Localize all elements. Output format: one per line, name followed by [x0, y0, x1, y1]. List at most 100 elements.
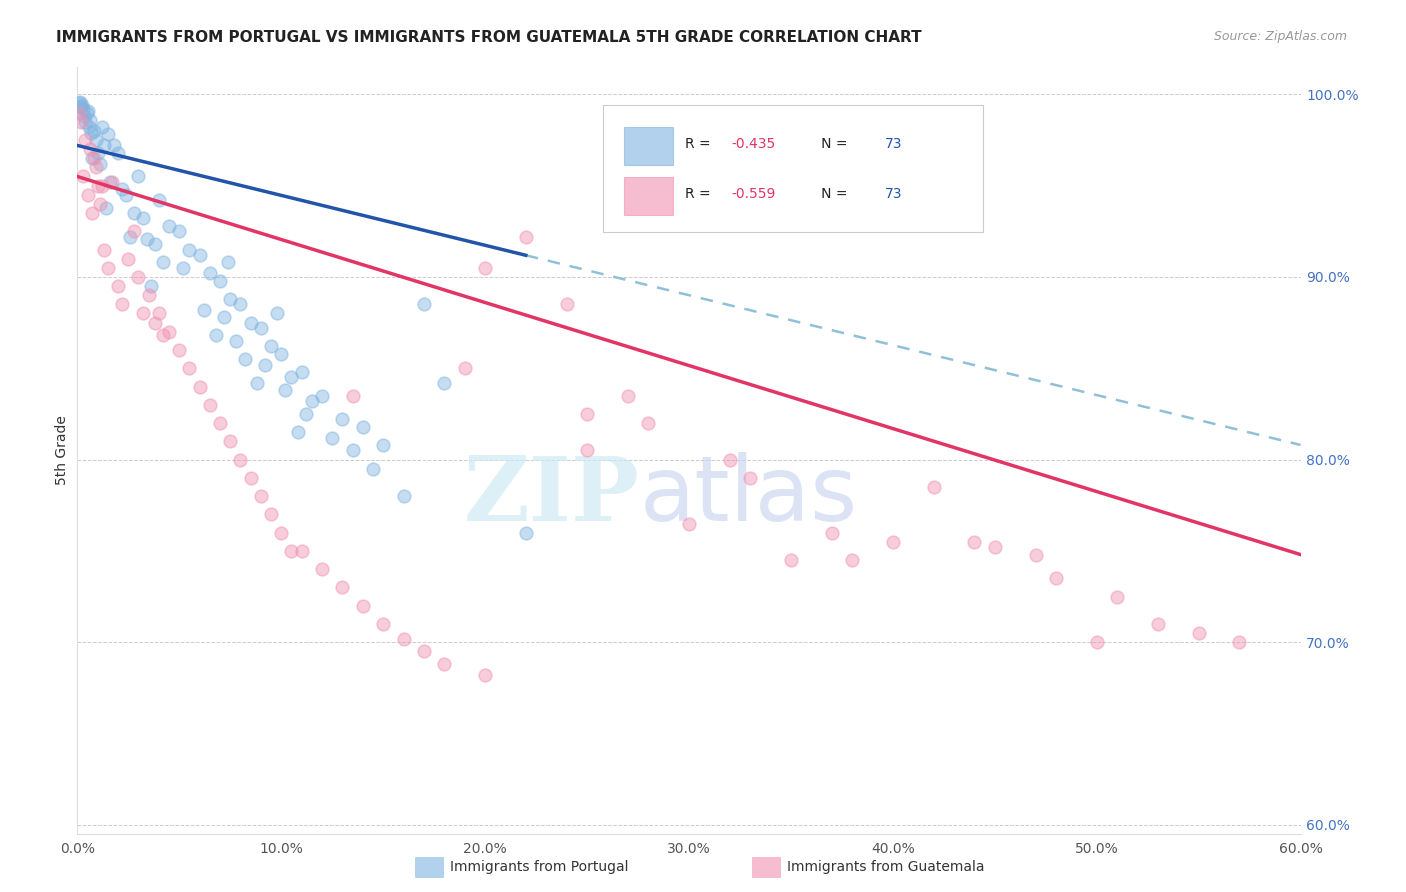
Point [148, 306, 170, 320]
Point [111, 182, 134, 196]
Point [239, 316, 262, 330]
Point [169, 343, 191, 357]
Point [392, 632, 415, 646]
Point [76, 103, 98, 118]
Point [413, 644, 436, 658]
Point [342, 443, 364, 458]
Point [67, 105, 90, 120]
Point [188, 379, 211, 393]
Point [413, 297, 436, 311]
Point [260, 339, 283, 353]
Point [83, 151, 105, 165]
Point [453, 361, 475, 376]
Text: ZIP: ZIP [464, 453, 640, 540]
Point [143, 237, 166, 252]
Point [229, 297, 252, 311]
Point [152, 328, 174, 343]
Point [188, 248, 211, 262]
Point [555, 297, 578, 311]
Point [169, 224, 191, 238]
Point [229, 452, 252, 467]
Point [433, 657, 456, 672]
Point [208, 274, 231, 288]
Point [89, 157, 111, 171]
Point [111, 297, 134, 311]
Point [172, 260, 194, 275]
Point [361, 461, 384, 475]
Text: R =: R = [685, 137, 716, 152]
Point [352, 419, 374, 434]
Y-axis label: 5th Grade: 5th Grade [55, 416, 69, 485]
Point [69, 95, 91, 109]
Point [84, 133, 107, 147]
Point [233, 352, 256, 367]
Point [77, 120, 100, 135]
Point [127, 269, 149, 284]
Point [87, 178, 110, 193]
Point [80, 151, 103, 165]
Point [740, 471, 762, 485]
Point [984, 541, 1007, 555]
Point [1024, 548, 1046, 562]
Point [84, 161, 107, 175]
Point [270, 525, 292, 540]
Point [131, 211, 153, 226]
Point [70, 114, 93, 128]
Point [76, 187, 98, 202]
Point [1187, 626, 1209, 640]
Point [179, 361, 201, 376]
Point [515, 229, 537, 244]
Text: Immigrants from Portugal: Immigrants from Portugal [450, 860, 628, 874]
Point [250, 489, 273, 503]
Point [101, 175, 124, 189]
Point [179, 243, 201, 257]
Point [576, 443, 599, 458]
Point [311, 562, 333, 576]
Point [93, 243, 115, 257]
FancyBboxPatch shape [624, 127, 673, 165]
Text: 73: 73 [884, 187, 903, 202]
Text: -0.559: -0.559 [731, 187, 776, 202]
Point [287, 425, 309, 440]
Point [117, 252, 139, 266]
Point [576, 407, 599, 421]
Point [270, 346, 292, 360]
Point [290, 544, 312, 558]
Point [841, 553, 863, 567]
Point [342, 389, 364, 403]
Point [217, 255, 239, 269]
Point [75, 114, 97, 128]
Point [75, 133, 97, 147]
Point [280, 544, 302, 558]
Point [79, 112, 101, 127]
Point [152, 255, 174, 269]
Text: N =: N = [807, 187, 852, 202]
Point [97, 128, 120, 142]
Point [274, 383, 297, 397]
Point [135, 231, 157, 245]
Point [198, 398, 221, 412]
Point [352, 599, 374, 613]
Point [515, 525, 537, 540]
Point [72, 102, 94, 116]
Point [332, 412, 354, 426]
Point [157, 325, 180, 339]
Point [90, 120, 112, 135]
Point [89, 197, 111, 211]
Point [821, 525, 844, 540]
Point [79, 126, 101, 140]
Point [138, 288, 160, 302]
Text: Immigrants from Guatemala: Immigrants from Guatemala [787, 860, 984, 874]
Text: Source: ZipAtlas.com: Source: ZipAtlas.com [1213, 30, 1347, 44]
Point [963, 534, 986, 549]
Point [301, 394, 323, 409]
Point [246, 376, 269, 390]
Point [253, 358, 276, 372]
Text: -0.435: -0.435 [731, 137, 776, 152]
Point [98, 175, 121, 189]
Point [73, 109, 96, 123]
Point [87, 145, 110, 160]
Point [124, 206, 146, 220]
Point [79, 142, 101, 156]
Point [72, 169, 94, 184]
